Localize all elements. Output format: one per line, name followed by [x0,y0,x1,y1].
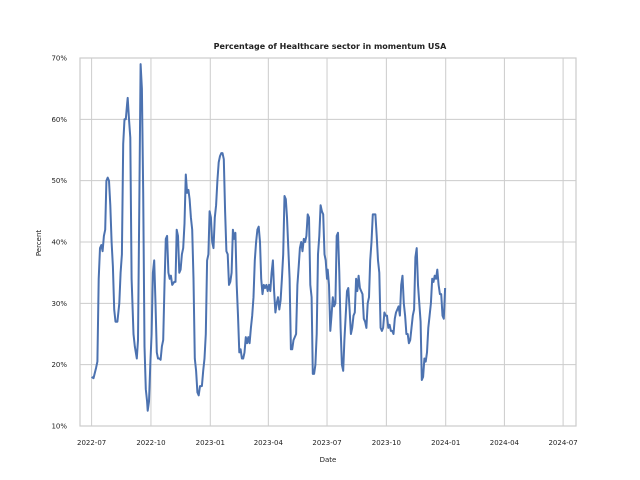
x-tick-label: 2024-04 [490,439,520,447]
grid [80,57,576,427]
x-tick-label: 2023-01 [196,439,225,447]
y-tick-label: 60% [51,116,67,124]
x-tick-label: 2022-10 [136,439,165,447]
y-tick-label: 70% [51,55,67,63]
y-tick-label: 50% [51,177,67,185]
y-tick-label: 10% [51,423,67,431]
x-tick-label: 2022-07 [77,439,106,447]
x-axis-label: Date [320,456,337,464]
y-axis-label: Percent [35,230,43,257]
plot-frame [79,57,577,427]
y-tick-label: 40% [51,239,67,247]
x-tick-label: 2023-10 [372,439,401,447]
x-tick-label: 2023-04 [254,439,284,447]
series-line [91,63,447,412]
ticks: 10% 20% 30% 40% 50% 60% 70% 2022-07 2022-10 2023-… [51,55,577,448]
x-tick-label: 2023-07 [312,439,341,447]
chart-title: Percentage of Healthcare sector in momen… [214,42,447,51]
y-tick-label: 30% [51,300,67,308]
y-tick-label: 20% [51,361,67,369]
x-tick-label: 2024-01 [431,439,460,447]
x-tick-label: 2024-07 [548,439,577,447]
